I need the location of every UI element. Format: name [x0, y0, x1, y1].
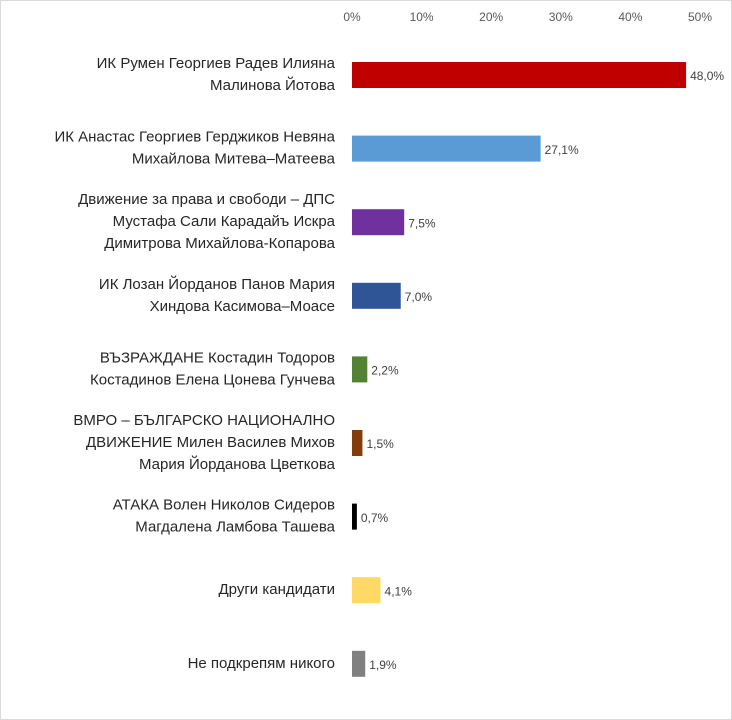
value-label: 48,0% [690, 69, 724, 83]
category-label: Други кандидати [218, 581, 335, 598]
category-label: ИК Лозан Йорданов Панов Мария [99, 275, 335, 293]
category-label: Магдалена Ламбова Ташева [135, 519, 335, 536]
value-label: 1,5% [366, 437, 394, 451]
x-tick-label: 30% [549, 10, 573, 24]
category-label: АТАКА Волен Николов Сидеров [113, 497, 335, 514]
value-label: 1,9% [369, 658, 397, 672]
bar [352, 430, 363, 456]
x-tick-label: 10% [410, 10, 434, 24]
category-label: ВМРО – БЪЛГАРСКО НАЦИОНАЛНО [73, 412, 335, 429]
bar [352, 577, 381, 604]
category-label: ИК Румен Георгиев Радев Илияна [97, 55, 336, 72]
value-label: 7,0% [405, 290, 433, 304]
category-label: ДВИЖЕНИЕ Милен Василев Михов [86, 434, 335, 451]
category-label: Димитрова Михайлова-Копарова [104, 235, 335, 252]
bar [352, 503, 357, 530]
bar [352, 282, 401, 309]
category-label: Костадинов Елена Цонева Гунчева [90, 371, 336, 388]
bar [352, 62, 687, 88]
value-label: 0,7% [361, 511, 389, 525]
category-label: Не подкрепям никого [188, 655, 335, 672]
value-label: 27,1% [545, 143, 579, 157]
category-label: ИК Анастас Георгиев Герджиков Невяна [54, 129, 335, 146]
bar [352, 356, 368, 383]
category-label: Мустафа Сали Карадайъ Искра [113, 213, 336, 230]
category-label: Движение за права и свободи – ДПС [78, 191, 335, 208]
value-label: 7,5% [408, 216, 436, 230]
value-label: 4,1% [385, 584, 413, 598]
category-label: Мария Йорданова Цветкова [139, 455, 336, 473]
x-tick-label: 50% [688, 10, 712, 24]
bar [352, 650, 366, 677]
category-label: Хиндова Касимова–Моасе [150, 298, 335, 315]
x-tick-label: 40% [618, 10, 642, 24]
x-tick-label: 20% [479, 10, 503, 24]
value-label: 2,2% [371, 364, 399, 378]
category-label: ВЪЗРАЖДАНЕ Костадин Тодоров [100, 349, 335, 366]
category-label: Малинова Йотова [210, 76, 336, 94]
category-label: Михайлова Митева–Матеева [132, 151, 336, 168]
bar [352, 135, 541, 162]
x-tick-label: 0% [343, 10, 361, 24]
bar [352, 209, 405, 236]
